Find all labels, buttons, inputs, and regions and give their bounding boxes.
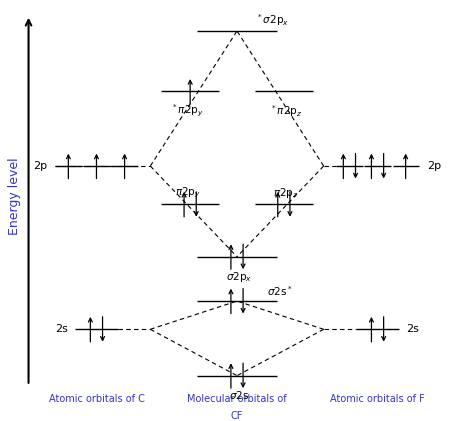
Text: 2p: 2p (427, 161, 441, 171)
Text: Atomic orbitals of F: Atomic orbitals of F (330, 394, 425, 404)
Text: CF: CF (231, 411, 243, 421)
Text: 2p: 2p (33, 161, 47, 171)
Text: Atomic orbitals of C: Atomic orbitals of C (48, 394, 145, 404)
Text: $\pi$2p$_y$: $\pi$2p$_y$ (175, 186, 201, 200)
Text: $\sigma$2s: $\sigma$2s (229, 389, 249, 400)
Text: Energy level: Energy level (8, 157, 21, 235)
Text: $\sigma$2p$_x$: $\sigma$2p$_x$ (226, 269, 253, 284)
Text: $\pi$2p$_z$: $\pi$2p$_z$ (273, 187, 299, 200)
Text: Molecular orbitals of: Molecular orbitals of (187, 394, 287, 404)
Text: $^*\pi$2p$_z$: $^*\pi$2p$_z$ (270, 103, 302, 119)
Text: $^*\pi$2p$_y$: $^*\pi$2p$_y$ (172, 103, 204, 119)
Text: $\sigma$2s$^*$: $\sigma$2s$^*$ (267, 284, 293, 298)
Text: 2s: 2s (406, 324, 419, 334)
Text: 2s: 2s (55, 324, 68, 334)
Text: $^*\sigma$2p$_x$: $^*\sigma$2p$_x$ (256, 12, 289, 28)
